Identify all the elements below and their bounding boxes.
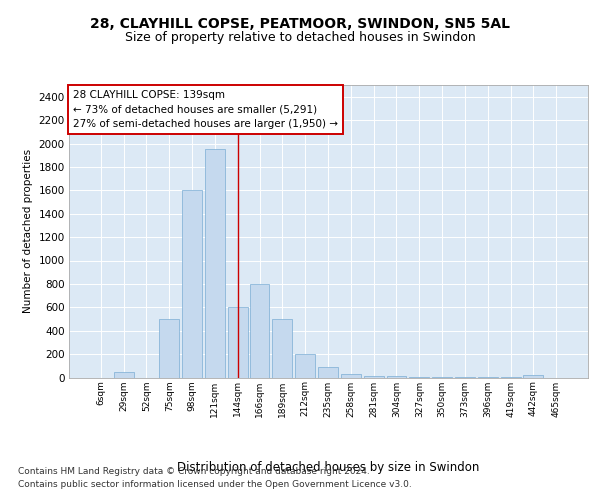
Bar <box>318 367 338 378</box>
Bar <box>228 308 248 378</box>
Bar <box>113 372 134 378</box>
Bar <box>341 374 361 378</box>
Bar <box>205 150 225 378</box>
Text: Contains HM Land Registry data © Crown copyright and database right 2024.: Contains HM Land Registry data © Crown c… <box>18 467 370 476</box>
Bar <box>386 376 406 378</box>
Text: 28, CLAYHILL COPSE, PEATMOOR, SWINDON, SN5 5AL: 28, CLAYHILL COPSE, PEATMOOR, SWINDON, S… <box>90 18 510 32</box>
Bar <box>250 284 269 378</box>
X-axis label: Distribution of detached houses by size in Swindon: Distribution of detached houses by size … <box>178 461 479 474</box>
Text: Contains public sector information licensed under the Open Government Licence v3: Contains public sector information licen… <box>18 480 412 489</box>
Text: Size of property relative to detached houses in Swindon: Size of property relative to detached ho… <box>125 31 475 44</box>
Bar <box>182 190 202 378</box>
Bar <box>295 354 315 378</box>
Bar <box>523 374 544 378</box>
Y-axis label: Number of detached properties: Number of detached properties <box>23 149 33 314</box>
Bar <box>160 319 179 378</box>
Bar <box>272 319 292 378</box>
Bar <box>364 376 383 378</box>
Text: 28 CLAYHILL COPSE: 139sqm
← 73% of detached houses are smaller (5,291)
27% of se: 28 CLAYHILL COPSE: 139sqm ← 73% of detac… <box>73 90 338 130</box>
